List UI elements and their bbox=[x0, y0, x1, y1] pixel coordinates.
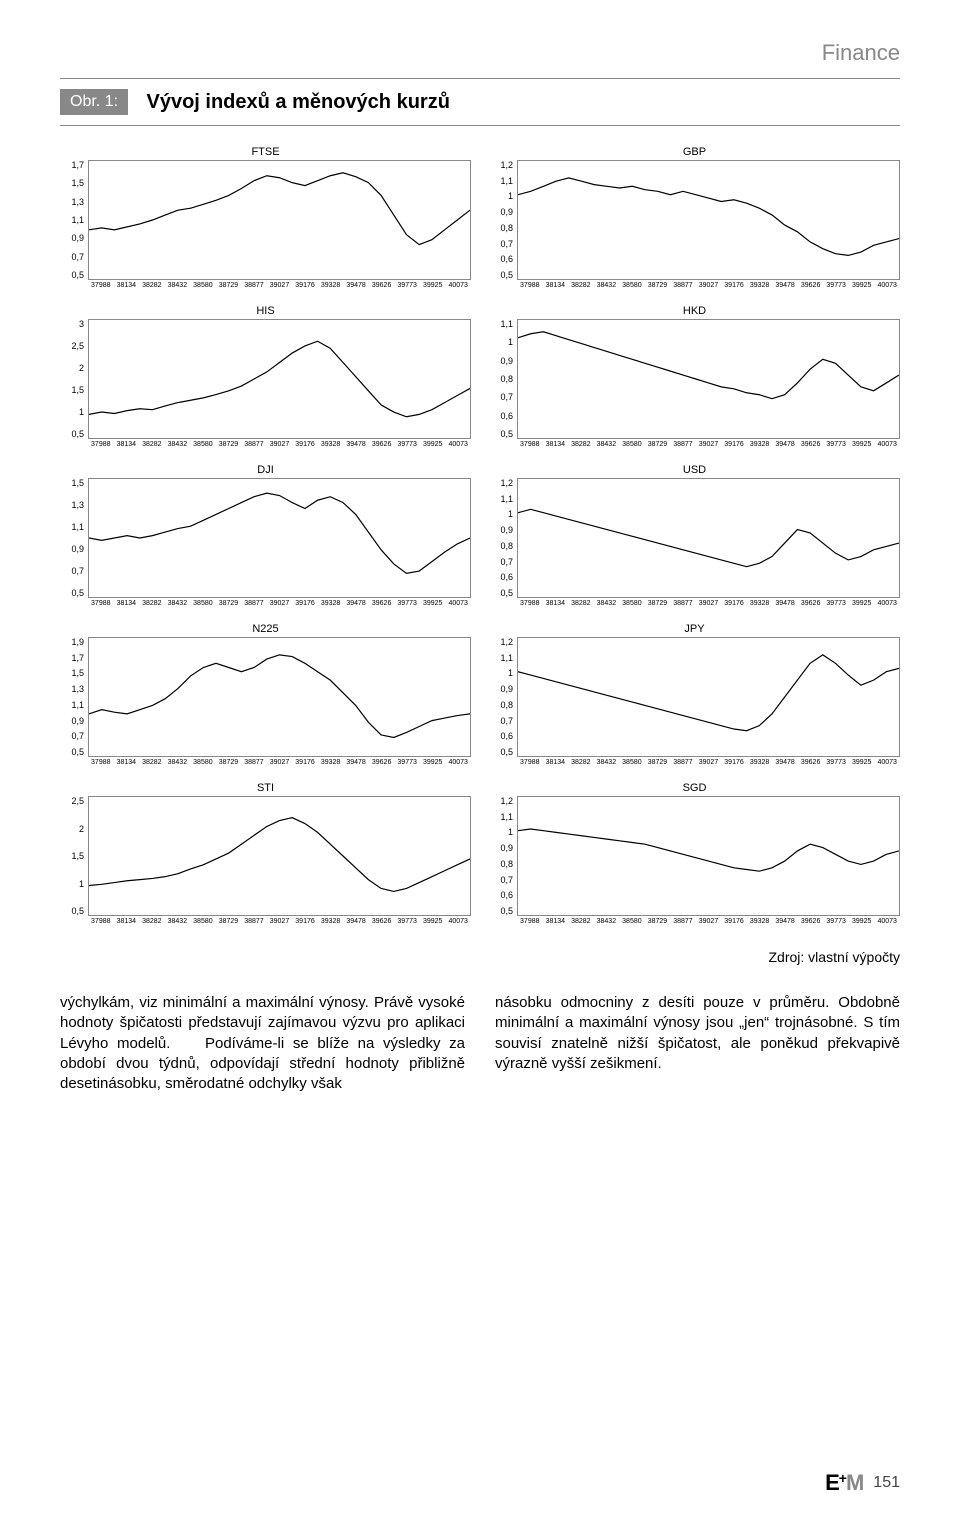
y-axis: 1,71,51,31,10,90,70,5 bbox=[60, 160, 88, 280]
chart-title: N225 bbox=[60, 623, 471, 635]
footer-logo-plus: + bbox=[839, 1470, 846, 1486]
y-axis: 2,521,510,5 bbox=[60, 796, 88, 916]
body-col-right: násobku odmocniny z desíti pouze v průmě… bbox=[495, 993, 900, 1094]
chart-title: HKD bbox=[489, 305, 900, 317]
chart-hkd: HKD 1,110,90,80,70,60,5379883813438282384… bbox=[489, 305, 900, 448]
chart-gbp: GBP 1,21,110,90,80,70,60,5379883813438282… bbox=[489, 146, 900, 289]
chart-his: HIS 32,521,510,53798838134382823843238580… bbox=[60, 305, 471, 448]
chart-title: STI bbox=[60, 782, 471, 794]
figure-label: Obr. 1: bbox=[60, 89, 128, 115]
x-axis: 3798838134382823843238580387293887739027… bbox=[517, 282, 900, 289]
chart-title: SGD bbox=[489, 782, 900, 794]
chart-title: JPY bbox=[489, 623, 900, 635]
chart-title: DJI bbox=[60, 464, 471, 476]
y-axis: 1,21,110,90,80,70,60,5 bbox=[489, 478, 517, 598]
footer-logo: E+M bbox=[825, 1470, 863, 1496]
figure-title: Vývoj indexů a měnových kurzů bbox=[146, 91, 449, 114]
chart-jpy: JPY 1,21,110,90,80,70,60,5379883813438282… bbox=[489, 623, 900, 766]
y-axis: 1,91,71,51,31,10,90,70,5 bbox=[60, 637, 88, 757]
chart-ftse: FTSE 1,71,51,31,10,90,70,5379883813438282… bbox=[60, 146, 471, 289]
plot-area bbox=[517, 160, 900, 280]
chart-sgd: SGD 1,21,110,90,80,70,60,5379883813438282… bbox=[489, 782, 900, 925]
y-axis: 1,21,110,90,80,70,60,5 bbox=[489, 637, 517, 757]
plot-area bbox=[88, 319, 471, 439]
chart-title: HIS bbox=[60, 305, 471, 317]
y-axis: 32,521,510,5 bbox=[60, 319, 88, 439]
figure-heading-row: Obr. 1: Vývoj indexů a měnových kurzů bbox=[60, 78, 900, 126]
y-axis: 1,21,110,90,80,70,60,5 bbox=[489, 796, 517, 916]
plot-area bbox=[517, 478, 900, 598]
y-axis: 1,110,90,80,70,60,5 bbox=[489, 319, 517, 439]
footer-logo-m: M bbox=[846, 1470, 863, 1495]
section-header: Finance bbox=[60, 40, 900, 66]
plot-area bbox=[88, 637, 471, 757]
body-col-left: výchylkám, viz minimální a maximální výn… bbox=[60, 993, 465, 1094]
page-footer: E+M 151 bbox=[825, 1470, 900, 1496]
chart-n225: N225 1,91,71,51,31,10,90,70,5379883813438… bbox=[60, 623, 471, 766]
x-axis: 3798838134382823843238580387293887739027… bbox=[517, 600, 900, 607]
chart-dji: DJI 1,51,31,10,90,70,53798838134382823843… bbox=[60, 464, 471, 607]
footer-logo-e: E bbox=[825, 1470, 839, 1495]
y-axis: 1,51,31,10,90,70,5 bbox=[60, 478, 88, 598]
charts-grid: FTSE1,71,51,31,10,90,70,5379883813438282… bbox=[60, 146, 900, 925]
plot-area bbox=[88, 796, 471, 916]
y-axis: 1,21,110,90,80,70,60,5 bbox=[489, 160, 517, 280]
page-number: 151 bbox=[873, 1474, 900, 1492]
chart-title: FTSE bbox=[60, 146, 471, 158]
x-axis: 3798838134382823843238580387293887739027… bbox=[88, 282, 471, 289]
x-axis: 3798838134382823843238580387293887739027… bbox=[517, 918, 900, 925]
chart-title: GBP bbox=[489, 146, 900, 158]
figure-source: Zdroj: vlastní výpočty bbox=[60, 949, 900, 965]
plot-area bbox=[517, 637, 900, 757]
plot-area bbox=[88, 478, 471, 598]
x-axis: 3798838134382823843238580387293887739027… bbox=[88, 918, 471, 925]
x-axis: 3798838134382823843238580387293887739027… bbox=[517, 441, 900, 448]
x-axis: 3798838134382823843238580387293887739027… bbox=[88, 759, 471, 766]
x-axis: 3798838134382823843238580387293887739027… bbox=[517, 759, 900, 766]
x-axis: 3798838134382823843238580387293887739027… bbox=[88, 600, 471, 607]
plot-area bbox=[517, 796, 900, 916]
x-axis: 3798838134382823843238580387293887739027… bbox=[88, 441, 471, 448]
plot-area bbox=[517, 319, 900, 439]
chart-title: USD bbox=[489, 464, 900, 476]
body-text: výchylkám, viz minimální a maximální výn… bbox=[60, 993, 900, 1094]
chart-usd: USD 1,21,110,90,80,70,60,5379883813438282… bbox=[489, 464, 900, 607]
chart-sti: STI 2,521,510,537988381343828238432385803… bbox=[60, 782, 471, 925]
plot-area bbox=[88, 160, 471, 280]
